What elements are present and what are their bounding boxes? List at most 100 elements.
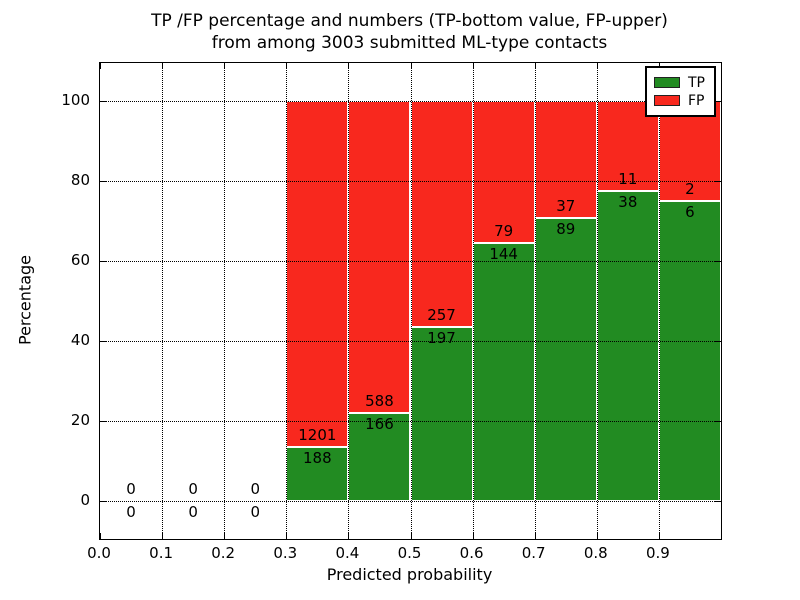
fp-count-label: 37 (556, 197, 576, 216)
x-gridline (224, 63, 226, 539)
fp-count-label: 1201 (298, 425, 337, 444)
x-tick-mark (100, 533, 101, 539)
y-tick-mark (100, 341, 106, 342)
chart-title: TP /FP percentage and numbers (TP-bottom… (99, 10, 720, 54)
x-tick-mark (596, 63, 598, 69)
fp-count-label: 79 (494, 221, 514, 240)
tp-count-label: 197 (427, 329, 456, 348)
x-tick-mark (286, 533, 288, 539)
legend-item-fp: FP (654, 92, 714, 109)
x-tick-label: 0.4 (335, 544, 360, 562)
y-tick-mark (715, 181, 721, 182)
x-tick-label: 0.5 (397, 544, 422, 562)
fp-count-label: 588 (365, 391, 394, 410)
x-tick-mark (472, 533, 474, 539)
fp-count-label: 0 (188, 480, 198, 498)
x-tick-label: 0.7 (521, 544, 546, 562)
x-gridline (410, 63, 412, 539)
x-tick-label: 0.8 (583, 544, 608, 562)
fp-count-label: 11 (618, 169, 638, 188)
tp-count-label: 144 (489, 244, 518, 263)
x-gridline (472, 63, 474, 539)
x-gridline (162, 63, 164, 539)
y-tick-mark (715, 261, 721, 262)
y-tick-mark (715, 501, 721, 502)
legend-item-tp: TP (654, 74, 714, 91)
x-tick-label: 0.2 (211, 544, 236, 562)
x-gridline (286, 63, 288, 539)
x-tick-mark (348, 63, 350, 69)
x-tick-mark (410, 533, 412, 539)
x-gridline (348, 63, 350, 539)
x-tick-mark (596, 533, 598, 539)
legend-label-tp: TP (688, 74, 705, 91)
fp-bar (286, 101, 349, 447)
tp-bar (410, 327, 473, 501)
x-tick-mark (472, 63, 474, 69)
y-tick-mark (100, 501, 106, 502)
y-tick-mark (100, 421, 106, 422)
x-tick-label: 0.6 (459, 544, 484, 562)
fp-count-label: 0 (250, 480, 260, 498)
y-tick-mark (715, 341, 721, 342)
tp-count-label: 6 (685, 203, 695, 221)
y-axis-label: Percentage (15, 254, 35, 346)
y-tick-mark (100, 101, 106, 102)
x-tick-mark (534, 533, 536, 539)
x-tick-mark (410, 63, 412, 69)
fp-count-label: 2 (685, 180, 695, 198)
y-tick-mark (100, 181, 106, 182)
chart-title-line1: TP /FP percentage and numbers (TP-bottom… (151, 11, 668, 31)
x-tick-label: 0.3 (273, 544, 298, 562)
y-tick-mark (715, 421, 721, 422)
tp-count-label: 166 (365, 414, 394, 433)
tp-bar (472, 242, 535, 501)
tp-count-label: 188 (303, 448, 332, 467)
tp-count-label: 0 (126, 503, 136, 521)
y-tick-label: 40 (70, 331, 90, 349)
x-gridline (596, 63, 598, 539)
x-tick-mark (286, 63, 288, 69)
x-tick-mark (658, 533, 660, 539)
tp-swatch-icon (654, 77, 680, 88)
tp-count-label: 38 (618, 192, 638, 211)
y-tick-mark (100, 261, 106, 262)
y-tick-label: 80 (70, 171, 90, 189)
x-axis-label: Predicted probability (326, 565, 493, 584)
fp-bar (472, 101, 535, 243)
fp-swatch-icon (654, 95, 680, 106)
tp-count-label: 0 (188, 503, 198, 521)
y-tick-label: 100 (61, 91, 90, 109)
x-gridline (534, 63, 536, 539)
y-tick-label: 60 (70, 251, 90, 269)
fp-count-label: 0 (126, 480, 136, 498)
x-tick-mark (224, 533, 226, 539)
tp-bar (658, 201, 721, 501)
x-tick-label: 0.9 (645, 544, 670, 562)
x-tick-mark (224, 63, 226, 69)
tp-count-label: 89 (556, 220, 576, 239)
x-tick-mark (100, 63, 101, 69)
fp-bar (658, 101, 721, 201)
chart-title-line2: from among 3003 submitted ML-type contac… (211, 33, 608, 53)
y-tick-label: 0 (80, 491, 90, 509)
legend: TP FP (645, 66, 716, 117)
fp-bar (348, 101, 411, 413)
fp-bar (410, 101, 473, 328)
tp-bar (348, 412, 411, 501)
plot-area: 0 0 0 0 0 0 1201 188 588 166 257 197 79 144 37 89 11 38 2 6 (99, 62, 722, 540)
y-tick-mark (715, 101, 721, 102)
x-tick-mark (348, 533, 350, 539)
tp-bar (596, 190, 659, 501)
legend-label-fp: FP (688, 92, 705, 109)
x-gridline (658, 63, 660, 539)
x-tick-label: 0.1 (149, 544, 174, 562)
x-tick-label: 0.0 (87, 544, 111, 562)
fp-count-label: 257 (427, 306, 456, 325)
tp-count-label: 0 (250, 503, 260, 521)
tp-bar (286, 446, 349, 501)
x-tick-mark (162, 63, 164, 69)
x-tick-mark (162, 533, 164, 539)
y-tick-label: 20 (70, 411, 90, 429)
